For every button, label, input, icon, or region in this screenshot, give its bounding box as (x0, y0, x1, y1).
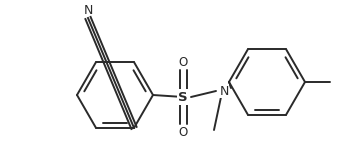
Text: O: O (179, 56, 188, 68)
Text: S: S (178, 90, 188, 104)
Text: O: O (179, 126, 188, 138)
Text: N: N (83, 4, 93, 16)
Text: N: N (219, 85, 229, 98)
